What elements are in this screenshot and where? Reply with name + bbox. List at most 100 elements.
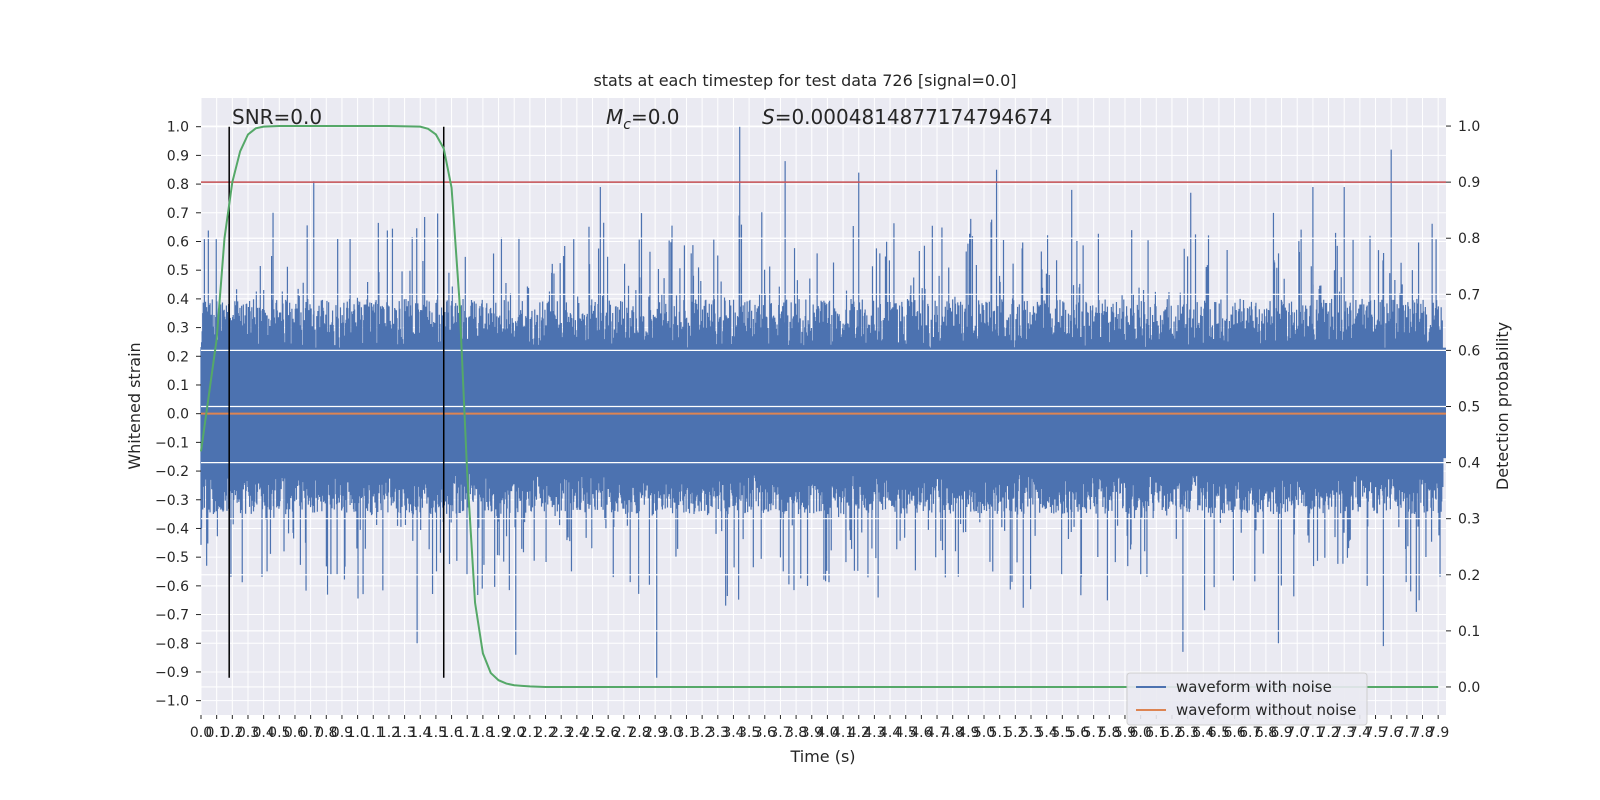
x-tick-label: 5.6 <box>1067 725 1089 741</box>
x-tick-labels: 0.00.10.20.30.40.50.60.70.80.91.01.11.21… <box>190 715 1449 741</box>
x-tick-label: 2.1 <box>519 725 541 741</box>
y-tick-labels: 1.0 0.9 0.8 0.7 0.6 0.5 0.4 0.3 0.2 0.1 0.0 −0.1 −0.… <box>155 120 201 710</box>
x-tick-label: 6.1 <box>1145 725 1167 741</box>
y-tick-label: 0.1 <box>167 378 189 394</box>
x-tick-label: 4.7 <box>926 725 948 741</box>
chart-overlays <box>200 125 1446 688</box>
y-tick-label: 0.9 <box>167 148 189 164</box>
x-tick-label: 0.6 <box>284 725 306 741</box>
legend-label-noise: waveform with noise <box>1176 678 1332 696</box>
y2-tick-label: 0.1 <box>1458 624 1480 640</box>
x-tick-label: 1.1 <box>362 725 384 741</box>
x-tick-label: 5.5 <box>1051 725 1073 741</box>
snr-annotation: SNR=0.0 <box>232 105 322 129</box>
x-tick-label: 6.6 <box>1223 725 1245 741</box>
x-tick-label: 3.1 <box>675 725 697 741</box>
x-tick-label: 0.1 <box>206 725 228 741</box>
y2-tick-label: 0.0 <box>1458 680 1480 696</box>
y-tick-label: 0.8 <box>167 177 189 193</box>
x-tick-label: 2.3 <box>550 725 572 741</box>
x-tick-label: 5.1 <box>989 725 1011 741</box>
x-tick-label: 0.4 <box>253 725 275 741</box>
y-tick-label: −0.6 <box>155 579 189 595</box>
y-tick-label: 0.4 <box>167 292 189 308</box>
y2-tick-label: 0.3 <box>1458 512 1480 528</box>
x-tick-label: 6.4 <box>1192 725 1214 741</box>
mc-value: =0.0 <box>631 105 680 129</box>
s-symbol: S <box>762 105 775 129</box>
y-tick-label: 0.7 <box>167 206 189 222</box>
x-tick-label: 2.2 <box>534 725 556 741</box>
y2-axis-label: Detection probability <box>1493 322 1512 490</box>
x-tick-label: 5.0 <box>973 725 995 741</box>
x-tick-label: 0.3 <box>237 725 259 741</box>
x-tick-label: 6.7 <box>1239 725 1261 741</box>
x-tick-label: 7.3 <box>1333 725 1355 741</box>
x-tick-label: 1.4 <box>409 725 431 741</box>
y-tick-label: −1.0 <box>155 694 189 710</box>
x-tick-label: 5.2 <box>1004 725 1026 741</box>
legend-label-clean: waveform without noise <box>1176 701 1356 719</box>
x-tick-label: 7.9 <box>1427 725 1449 741</box>
y2-tick-label: 1.0 <box>1458 119 1480 135</box>
detection-probability-line <box>200 125 1439 688</box>
s-annotation: S=0.0004814877174794674 <box>762 105 1052 129</box>
x-tick-label: 7.2 <box>1317 725 1339 741</box>
x-tick-label: 6.0 <box>1129 725 1151 741</box>
x-tick-label: 2.9 <box>644 725 666 741</box>
x-tick-label: 1.8 <box>472 725 494 741</box>
y-tick-label: −0.2 <box>155 464 189 480</box>
y2-tick-label: 0.6 <box>1458 343 1480 359</box>
y2-tick-label: 0.2 <box>1458 568 1480 584</box>
x-tick-label: 0.7 <box>299 725 321 741</box>
y-tick-label: −0.5 <box>155 550 189 566</box>
y-tick-label: 0.2 <box>167 349 189 365</box>
y-tick-label: −0.3 <box>155 493 189 509</box>
x-axis-label: Time (s) <box>789 747 855 766</box>
y2-tick-label: 0.5 <box>1458 400 1480 416</box>
x-tick-label: 3.4 <box>722 725 744 741</box>
x-tick-label: 2.7 <box>613 725 635 741</box>
x-tick-label: 4.6 <box>910 725 932 741</box>
x-tick-label: 2.4 <box>566 725 588 741</box>
s-value: =0.0004814877174794674 <box>775 105 1053 129</box>
x-tick-label: 3.5 <box>738 725 760 741</box>
x-tick-label: 4.8 <box>942 725 964 741</box>
x-tick-label: 0.9 <box>331 725 353 741</box>
x-tick-label: 1.5 <box>425 725 447 741</box>
x-tick-label: 2.6 <box>597 725 619 741</box>
x-tick-label: 2.5 <box>581 725 603 741</box>
x-tick-label: 3.7 <box>769 725 791 741</box>
x-tick-label: 1.7 <box>456 725 478 741</box>
x-tick-label: 5.4 <box>1036 725 1058 741</box>
x-tick-label: 4.3 <box>863 725 885 741</box>
y-tick-label: 0.3 <box>167 321 189 337</box>
y-tick-label: 0.5 <box>167 263 189 279</box>
waveform-with-noise <box>200 126 1446 678</box>
y2-tick-label: 0.9 <box>1458 175 1480 191</box>
legend: waveform with noise waveform without noi… <box>1126 672 1368 726</box>
x-tick-label: 6.8 <box>1255 725 1277 741</box>
waveform-dense-band <box>201 347 1446 459</box>
x-tick-label: 3.8 <box>785 725 807 741</box>
x-tick-label: 4.2 <box>848 725 870 741</box>
x-tick-label: 1.2 <box>378 725 400 741</box>
x-tick-label: 3.9 <box>801 725 823 741</box>
y-tick-label: −0.1 <box>155 435 189 451</box>
x-tick-label: 7.1 <box>1302 725 1324 741</box>
x-tick-label: 7.4 <box>1349 725 1371 741</box>
chart-title: stats at each timestep for test data 726… <box>593 71 1016 90</box>
y2-tick-label: 0.4 <box>1458 456 1480 472</box>
x-tick-label: 4.9 <box>957 725 979 741</box>
x-tick-label: 1.0 <box>346 725 368 741</box>
x-tick-label: 7.7 <box>1396 725 1418 741</box>
x-tick-label: 0.0 <box>190 725 212 741</box>
x-tick-label: 7.6 <box>1380 725 1402 741</box>
x-tick-label: 0.2 <box>221 725 243 741</box>
x-tick-label: 7.8 <box>1411 725 1433 741</box>
x-tick-label: 1.9 <box>487 725 509 741</box>
y2-tick-label: 0.8 <box>1458 231 1480 247</box>
x-tick-label: 1.3 <box>393 725 415 741</box>
x-tick-label: 1.6 <box>440 725 462 741</box>
legend-box <box>1126 672 1368 726</box>
